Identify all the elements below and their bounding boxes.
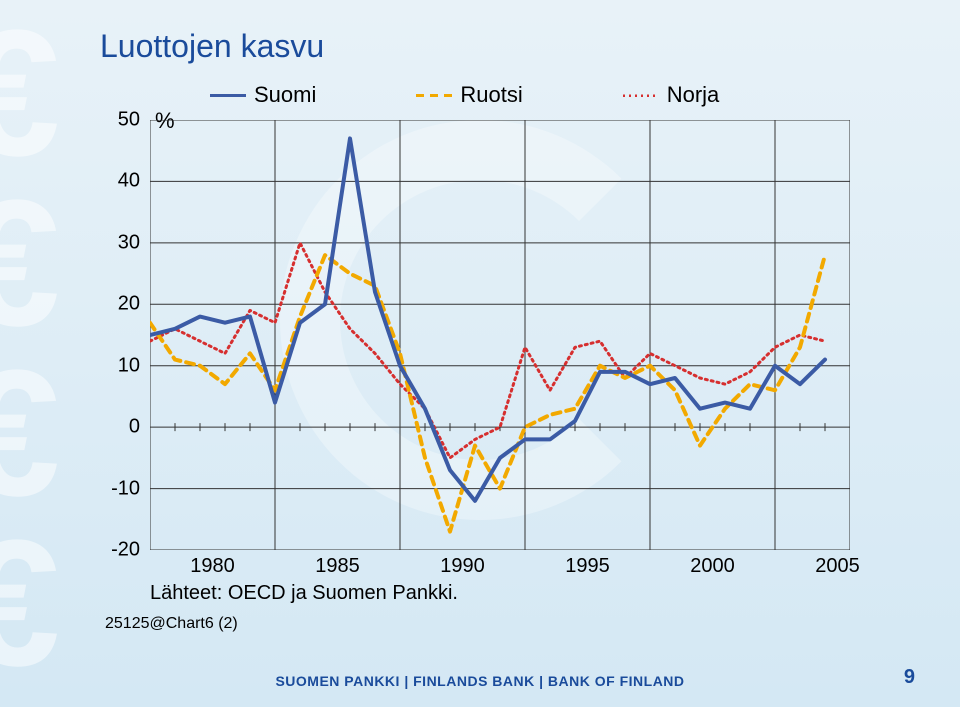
x-tick-label: 1985 (315, 555, 360, 578)
chart-code: 25125@Chart6 (2) (105, 615, 238, 633)
y-tick-label: 50 (100, 109, 140, 132)
legend-swatch-ruotsi (416, 93, 452, 97)
chart-title: Luottojen kasvu (100, 28, 324, 65)
source-text: Lähteet: OECD ja Suomen Pankki. (150, 582, 458, 605)
line-chart (150, 120, 850, 550)
footer-text: SUOMEN PANKKI | FINLANDS BANK | BANK OF … (0, 673, 960, 689)
y-tick-label: 0 (100, 416, 140, 439)
legend-item-ruotsi: Ruotsi (416, 82, 522, 108)
x-tick-label: 1980 (190, 555, 235, 578)
legend-label: Suomi (254, 82, 316, 108)
bg-euro-deco: € (0, 0, 60, 197)
legend-swatch-norja (623, 93, 659, 97)
x-tick-label: 2005 (815, 555, 860, 578)
y-tick-label: 10 (100, 354, 140, 377)
y-tick-label: 30 (100, 231, 140, 254)
legend-swatch-suomi (210, 93, 246, 97)
legend-label: Norja (667, 82, 720, 108)
y-tick-label: 40 (100, 170, 140, 193)
bg-euro-deco: € (0, 330, 60, 537)
y-tick-label: 20 (100, 293, 140, 316)
legend-item-suomi: Suomi (210, 82, 316, 108)
y-tick-label: -10 (100, 477, 140, 500)
legend-item-norja: Norja (623, 82, 720, 108)
legend-label: Ruotsi (460, 82, 522, 108)
y-tick-label: -20 (100, 539, 140, 562)
x-tick-label: 1990 (440, 555, 485, 578)
legend: Suomi Ruotsi Norja (210, 82, 719, 108)
page-number: 9 (904, 666, 915, 689)
bg-euro-deco: € (0, 160, 60, 367)
x-tick-label: 2000 (690, 555, 735, 578)
x-tick-label: 1995 (565, 555, 610, 578)
